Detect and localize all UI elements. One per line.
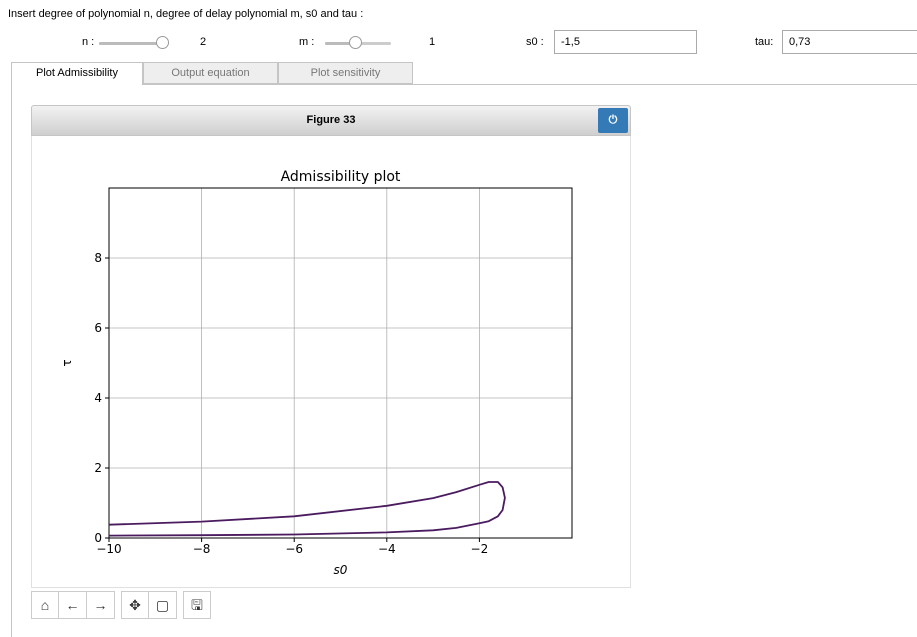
close-figure-button[interactable]: ⏻ — [598, 108, 628, 133]
x-axis-label: s0 — [334, 563, 348, 577]
figure-header: Figure 33 ⏻ — [31, 105, 631, 136]
tab-output-equation[interactable]: Output equation — [143, 62, 278, 84]
tab-plot-admissibility[interactable]: Plot Admissibility — [11, 62, 143, 85]
forward-icon: → — [93, 597, 108, 613]
zoom-rect-icon: ▢ — [155, 597, 170, 613]
zoom-rect-button[interactable]: ▢ — [149, 591, 177, 619]
m-slider-thumb[interactable] — [348, 36, 362, 49]
s0-input[interactable]: -1,5 — [554, 30, 697, 54]
save-icon: 🖫 — [191, 597, 203, 613]
save-button[interactable]: 🖫 — [183, 591, 211, 619]
power-icon: ⏻ — [608, 114, 618, 126]
tau-label: tau: — [755, 36, 774, 48]
y-axis-label: τ — [60, 359, 74, 366]
plot-frame — [108, 187, 573, 539]
m-slider-fill — [325, 42, 355, 45]
home-button[interactable]: ⌂ — [31, 591, 59, 619]
pan-icon: ✥ — [129, 597, 141, 613]
instructions-text: Insert degree of polynomial n, degree of… — [8, 8, 364, 20]
admissibility-curve-0 — [108, 481, 506, 537]
chart-title: Admissibility plot — [281, 169, 401, 185]
y-tick-label-3: 6 — [94, 321, 102, 335]
m-slider[interactable] — [325, 36, 391, 50]
n-slider-fill — [99, 42, 162, 45]
back-icon: ← — [65, 597, 80, 613]
s0-label: s0 : — [526, 36, 544, 48]
back-button[interactable]: ← — [59, 591, 87, 619]
forward-button[interactable]: → — [87, 591, 115, 619]
m-value: 1 — [429, 36, 436, 48]
n-slider[interactable] — [99, 36, 169, 50]
n-slider-thumb[interactable] — [156, 36, 169, 49]
tau-input[interactable]: 0,73 — [782, 30, 917, 54]
tab-bar-rule — [11, 84, 917, 85]
tab-panel-left-border — [11, 84, 12, 637]
tab-plot-sensitivity[interactable]: Plot sensitivity — [278, 62, 413, 84]
x-tick-label-4: −2 — [471, 542, 489, 556]
figure-title: Figure 33 — [306, 114, 356, 126]
y-tick-label-0: 0 — [94, 531, 102, 545]
x-tick-label-0: −10 — [96, 542, 121, 556]
admissibility-plot: −10 −8 −6 −4 −2 0 2 4 6 8 Admissibility plot s0 τ — [60, 169, 573, 577]
y-tick-label-1: 2 — [94, 461, 102, 475]
n-value: 2 — [200, 36, 207, 48]
y-tick-label-2: 4 — [94, 391, 102, 405]
n-label: n : — [82, 36, 95, 48]
pan-button[interactable]: ✥ — [121, 591, 149, 619]
y-tick-label-4: 8 — [94, 251, 102, 265]
figure-canvas[interactable]: −10 −8 −6 −4 −2 0 2 4 6 8 Admissibility plot s0 τ — [31, 136, 631, 588]
m-label: m : — [299, 36, 315, 48]
x-tick-label-1: −8 — [193, 542, 211, 556]
home-icon: ⌂ — [40, 597, 50, 613]
x-tick-label-3: −4 — [378, 542, 396, 556]
x-tick-label-2: −6 — [285, 542, 303, 556]
